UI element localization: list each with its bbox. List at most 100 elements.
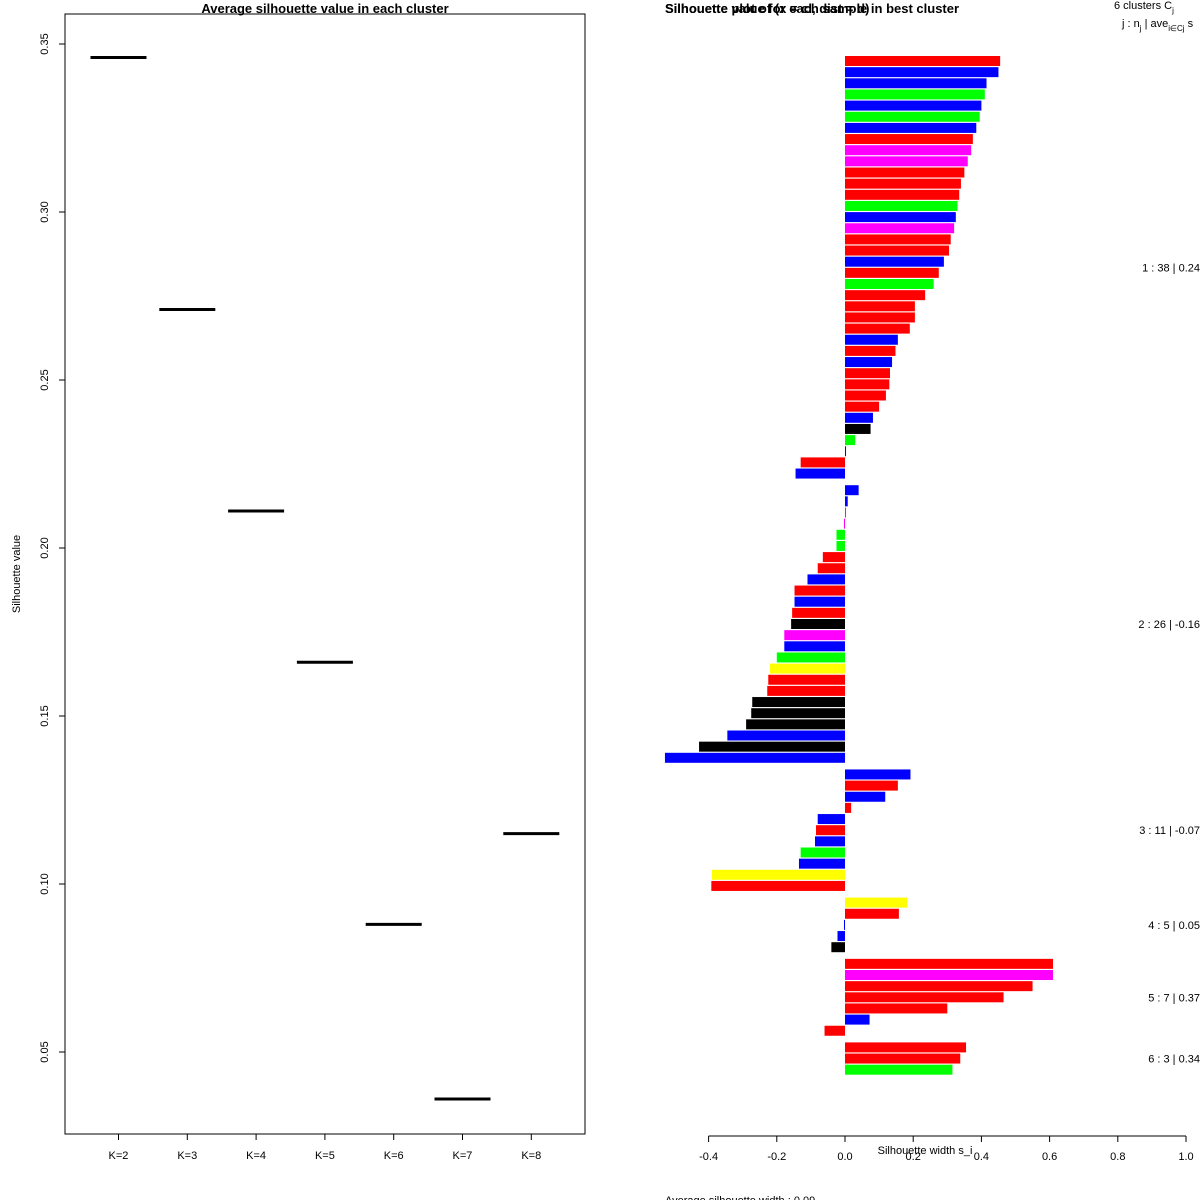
silhouette-bar [845,908,899,919]
silhouette-bar [845,234,951,245]
silhouette-bar [845,200,958,211]
x-tick-label: K=5 [315,1150,335,1162]
silhouette-bar [807,574,845,585]
silhouette-bar [845,245,950,256]
x-tick-label: K=4 [246,1150,266,1162]
silhouette-bar [845,301,915,312]
silhouette-bar [752,697,845,708]
silhouette-bar [845,67,999,78]
silhouette-bar [751,708,845,719]
silhouette-bar [798,858,845,869]
silhouette-bar [845,122,977,133]
x-tick-label: 0.2 [906,1151,921,1163]
x-tick-label: -0.4 [699,1151,718,1163]
header-text: | ave [1142,18,1169,30]
silhouette-bar [845,279,934,289]
silhouette-bar [845,145,972,156]
silhouette-bar [845,780,898,791]
silhouette-bar [845,897,908,908]
silhouette-bar [843,518,845,529]
y-tick-label: 0.25 [39,369,51,390]
silhouette-bar [794,596,845,607]
silhouette-bar [845,769,911,780]
cluster-summary-label: 1 : 38 | 0.24 [1142,262,1200,274]
silhouette-bar [727,730,845,741]
average-silhouette-footer: Average silhouette width : 0.09 [665,1195,815,1200]
silhouette-bar [845,958,1054,969]
silhouette-bar [845,345,896,356]
right-chart-title: Silhouette value for each sample in best… [665,1,959,16]
cluster-count-header: 6 clusters Cj [1114,0,1174,15]
cluster-summary-label: 6 : 3 | 0.34 [1148,1054,1200,1066]
x-tick-label: 0.0 [837,1151,852,1163]
cluster-summary-label: 4 : 5 | 0.05 [1148,920,1200,932]
silhouette-bar [845,189,960,200]
header-text: 6 clusters C [1114,0,1172,12]
y-tick-label: 0.30 [39,201,51,222]
silhouette-bar [817,814,845,825]
cluster-column-header: j : nj | avei∈Cj s [1121,18,1194,33]
silhouette-bar [845,1053,961,1064]
silhouette-bar [664,752,845,763]
x-tick-label: K=8 [521,1150,541,1162]
silhouette-bar [699,741,845,752]
left-chart-title: Average silhouette value in each cluster [201,1,448,16]
silhouette-bar [836,540,845,551]
silhouette-bar [845,791,886,802]
silhouette-bar [845,267,939,278]
silhouette-bar [845,507,847,518]
silhouette-bar [769,663,845,674]
cluster-summary-label: 5 : 7 | 0.37 [1148,992,1200,1004]
silhouette-bar [845,412,873,423]
header-text: s [1185,18,1194,30]
silhouette-bar [845,56,1001,66]
y-tick-label: 0.10 [39,873,51,894]
silhouette-bar [845,970,1054,980]
silhouette-bar [845,368,891,379]
silhouette-bar [845,981,1033,992]
y-tick-label: 0.05 [39,1041,51,1062]
silhouette-bar [845,167,965,178]
silhouette-bar [845,992,1004,1003]
x-tick-label: 0.8 [1110,1151,1125,1163]
silhouette-bar [845,485,859,496]
silhouette-bar [845,334,898,345]
silhouette-bar [794,585,845,596]
silhouette-bar [845,446,847,457]
silhouette-bar [800,457,845,468]
x-tick-label: -0.2 [767,1151,786,1163]
silhouette-bar [845,111,980,122]
silhouette-bar [845,100,982,111]
silhouette-bar [768,674,845,685]
silhouette-bar [845,156,968,167]
silhouette-bar [845,312,915,323]
silhouette-bar [845,323,910,334]
silhouette-bar [836,529,845,540]
header-subscript: j [1139,24,1142,33]
silhouette-bar [784,641,845,652]
left-plot-frame [64,13,586,1135]
silhouette-bar [845,435,856,446]
header-subscript: j [1171,6,1174,15]
header-text: j : n [1121,18,1140,30]
silhouette-bar [712,869,845,880]
silhouette-bar [791,619,845,629]
silhouette-bar [845,223,955,234]
silhouette-bar [776,652,845,663]
left-y-axis-label: Silhouette value [11,535,23,613]
silhouette-bar [845,1064,953,1075]
silhouette-bar [845,134,973,145]
silhouette-bar [711,880,845,891]
silhouette-bar [795,468,845,479]
silhouette-bar [746,719,845,730]
silhouette-bar [845,290,926,301]
silhouette-bar [845,357,893,368]
x-tick-label: K=6 [384,1150,404,1162]
x-tick-label: K=3 [177,1150,197,1162]
silhouette-bar [816,825,845,836]
x-tick-label: 0.4 [974,1151,989,1163]
silhouette-bar [784,630,845,641]
silhouette-bar [845,379,890,390]
silhouette-bar [845,78,987,89]
